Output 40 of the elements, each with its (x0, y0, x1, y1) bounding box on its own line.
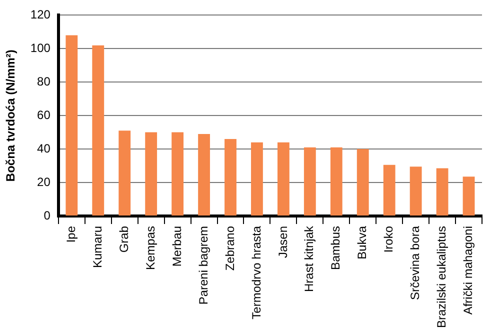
x-tick-label: Iroko (382, 226, 396, 253)
x-tick-label: Srčevina bora (408, 226, 422, 300)
bar (436, 168, 448, 216)
y-tick-label: 100 (30, 40, 51, 55)
x-tick-label: Bukva (355, 226, 370, 260)
y-tick-label: 120 (30, 8, 51, 22)
x-tick-label: Brazilski eukaliptus (434, 226, 449, 328)
x-tick-label: Termodrvo hrasta (249, 226, 264, 320)
y-tick-label: 0 (44, 208, 51, 222)
bar (277, 142, 290, 216)
bar (383, 164, 396, 216)
bar (304, 147, 316, 216)
y-tick-label: 80 (37, 74, 51, 88)
x-tick-label: Pareni bagrem (196, 226, 210, 305)
bar (462, 176, 475, 216)
y-tick-label: 40 (37, 141, 51, 156)
y-tick-label: 20 (37, 174, 51, 189)
bar (118, 130, 131, 216)
x-tick-label: Kempas (143, 226, 158, 270)
bar (224, 139, 236, 216)
bar (330, 147, 342, 216)
x-tick-label: Ipe (64, 226, 78, 243)
bar (145, 132, 158, 216)
bar (172, 132, 184, 216)
x-tick-label: Kumaru (90, 226, 104, 268)
y-tick-label: 60 (37, 108, 51, 122)
bar (251, 142, 263, 216)
x-tick-label: Merbau (170, 226, 184, 267)
x-tick-label: Grab (116, 226, 131, 253)
bar (410, 166, 422, 216)
bar (66, 35, 78, 216)
x-tick-label: Hrast kitnjak (302, 224, 316, 292)
x-tick-label: Zebrano (222, 226, 237, 271)
bar (92, 45, 104, 216)
bar (356, 149, 369, 216)
bar (198, 134, 210, 216)
x-tick-label: Jasen (276, 226, 290, 258)
x-tick-label: Afrički mahagoni (461, 226, 476, 315)
y-axis-title: Bočna tvrdoća (N/mm²) (4, 50, 18, 182)
x-tick-label: Bambus (328, 226, 343, 270)
